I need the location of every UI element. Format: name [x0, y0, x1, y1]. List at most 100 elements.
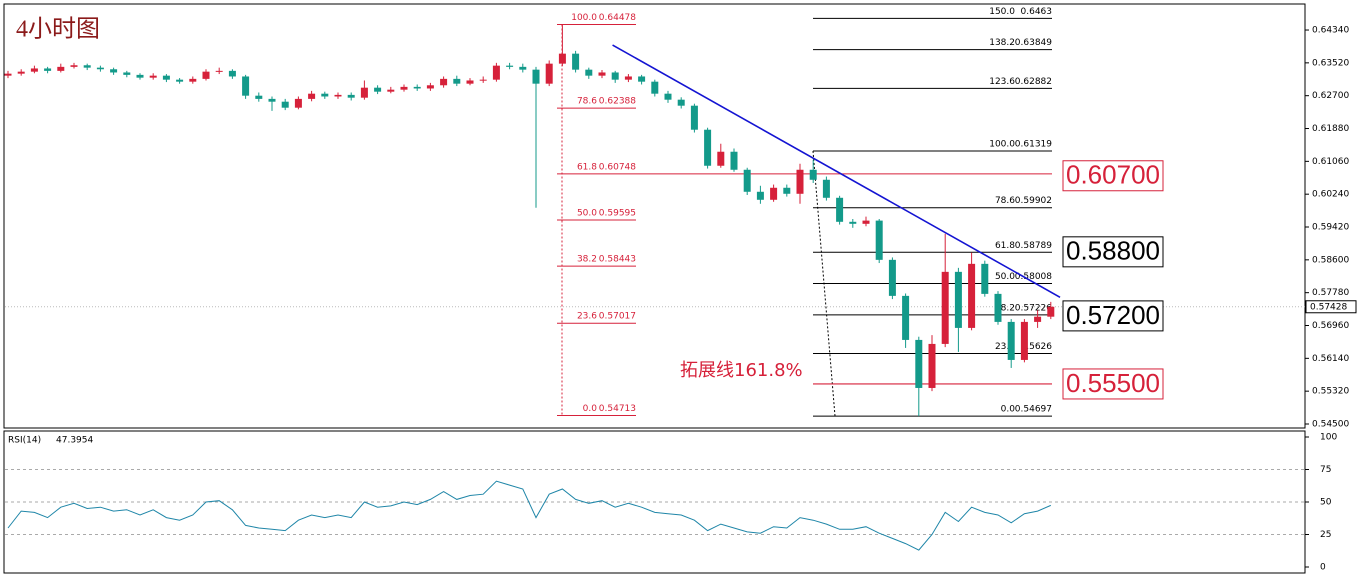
- fib-price: 0.57017: [599, 312, 636, 322]
- y-tick-label: 0.64340: [1312, 26, 1349, 36]
- candle-body: [4, 73, 12, 76]
- candle-body: [492, 65, 500, 80]
- candle-body: [176, 79, 184, 82]
- candle-body: [836, 197, 844, 222]
- y-tick-label: 0.54500: [1312, 419, 1349, 429]
- candle-body: [453, 78, 461, 84]
- candle-body: [717, 151, 725, 166]
- key-level-box: [1062, 300, 1164, 332]
- fib-price: 0.62388: [599, 97, 636, 107]
- candle-body: [242, 76, 250, 96]
- y-tick-label: 0.61880: [1312, 124, 1349, 134]
- candle-body: [400, 86, 408, 90]
- y-tick-label: 75: [1320, 465, 1331, 475]
- fib-price: 0.63849: [1015, 38, 1052, 48]
- candle-body: [624, 76, 632, 80]
- candle-body: [189, 78, 197, 82]
- candle-body: [426, 85, 434, 89]
- candle-body: [651, 81, 659, 94]
- fib-ratio: 50.0: [995, 272, 1015, 282]
- candle-body: [532, 69, 540, 84]
- fib-ratio: 100.0: [989, 139, 1015, 149]
- candle-body: [17, 71, 25, 74]
- key-level-box: [1062, 160, 1164, 192]
- fib-ratio: 38.2: [995, 303, 1015, 313]
- candle-body: [585, 69, 593, 76]
- candle-body: [862, 220, 870, 224]
- candle-body: [809, 169, 817, 180]
- candle-body: [506, 65, 514, 67]
- y-tick-label: 0.60240: [1312, 190, 1349, 200]
- key-level-label: 0.60700: [1066, 160, 1160, 190]
- fib-ratio: 61.8: [577, 162, 597, 172]
- fib-ratio: 23.6: [577, 312, 597, 322]
- fib-price: 0.61319: [1015, 139, 1052, 149]
- candle-body: [875, 220, 883, 260]
- rsi-value: 47.3954: [56, 436, 93, 446]
- candle-body: [638, 76, 646, 82]
- fib-ratio: 138.2: [989, 38, 1015, 48]
- candle-body: [598, 72, 606, 76]
- chart-title: 4小时图: [16, 16, 100, 43]
- y-tick-label: 0.56140: [1312, 354, 1349, 364]
- fib-ratio: 61.8: [995, 241, 1015, 251]
- fib-price: 0.58789: [1015, 241, 1052, 251]
- fib-price: 0.57226: [1015, 303, 1052, 313]
- candle-body: [255, 95, 263, 99]
- fib-price: 0.54697: [1015, 405, 1052, 415]
- key-level-box: [1062, 236, 1164, 268]
- candle-body: [796, 169, 804, 194]
- candle-body: [202, 71, 210, 79]
- candle-body: [1007, 321, 1015, 360]
- candle-body: [558, 53, 566, 64]
- candle-body: [162, 75, 170, 80]
- candle-body: [611, 72, 619, 80]
- candle-body: [281, 101, 289, 108]
- extension-label: 拓展线161.8%: [680, 360, 803, 381]
- candle-body: [770, 187, 778, 200]
- candle-body: [954, 271, 962, 328]
- candle-body: [440, 78, 448, 86]
- candle-body: [374, 87, 382, 92]
- y-tick-label: 50: [1320, 498, 1332, 508]
- candle-body: [1034, 316, 1042, 322]
- y-tick-label: 25: [1320, 530, 1331, 540]
- candle-body: [1020, 321, 1028, 360]
- candle-body: [347, 94, 355, 98]
- fib-ratio: 50.0: [577, 209, 597, 219]
- rsi-line: [7, 480, 1051, 551]
- candle-body: [690, 105, 698, 130]
- y-tick-label: 0.63520: [1312, 58, 1349, 68]
- candle-body: [968, 263, 976, 328]
- y-tick-label: 0.55320: [1312, 387, 1349, 397]
- candle-body: [994, 293, 1002, 322]
- y-tick-label: 0: [1320, 563, 1326, 573]
- candle-body: [519, 66, 527, 70]
- candle-body: [268, 98, 276, 102]
- price-pane: [3, 3, 1306, 429]
- candle-body: [308, 93, 316, 99]
- fib-price: 0.6463: [1021, 7, 1053, 17]
- candle-body: [360, 87, 368, 98]
- y-tick-label: 0.59420: [1312, 223, 1349, 233]
- candle-body: [941, 271, 949, 344]
- candle-body: [228, 70, 236, 77]
- candle-body: [479, 79, 487, 81]
- candle-body: [57, 66, 65, 71]
- fib-price: 0.59595: [599, 209, 636, 219]
- candle-body: [44, 68, 52, 71]
- y-tick-label: 0.57780: [1312, 288, 1349, 298]
- rsi-name: RSI(14): [8, 436, 41, 446]
- fib-ratio: 0.0: [1001, 405, 1016, 415]
- fib-price: 0.60748: [599, 162, 636, 172]
- y-tick-label: 0.62700: [1312, 91, 1349, 101]
- fib-price: 0.54713: [599, 404, 636, 414]
- candle-body: [783, 187, 791, 194]
- candle-body: [215, 70, 223, 72]
- fib-ratio: 38.2: [577, 255, 597, 265]
- fib-price: 0.64478: [599, 13, 636, 23]
- fib-ratio: 78.6: [995, 196, 1015, 206]
- y-tick-label: 0.56960: [1312, 321, 1349, 331]
- candle-body: [545, 63, 553, 84]
